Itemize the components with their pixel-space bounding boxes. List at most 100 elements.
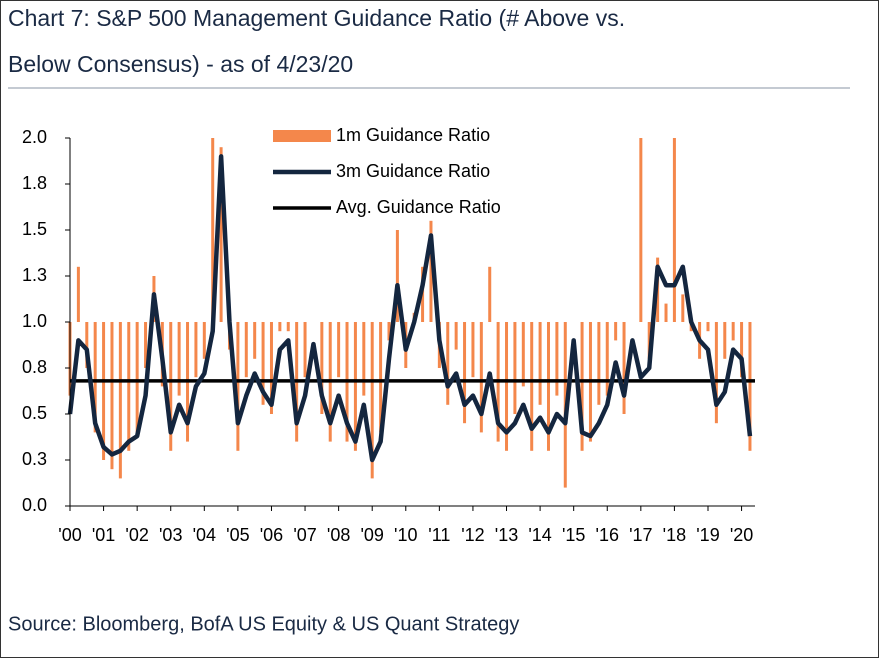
x-tick-label: '16 (596, 525, 619, 545)
bar (446, 322, 450, 405)
bar (236, 322, 240, 451)
bar (681, 294, 685, 322)
x-tick-label: '07 (293, 525, 316, 545)
y-tick-label: 0.3 (22, 449, 47, 469)
bar (85, 322, 89, 368)
x-tick-label: '08 (327, 525, 350, 545)
bar (463, 322, 467, 424)
bar (320, 322, 324, 414)
x-tick-label: '05 (226, 525, 249, 545)
bar (261, 322, 265, 405)
legend-label: 3m Guidance Ratio (336, 161, 490, 181)
bar (370, 322, 374, 479)
bar (513, 322, 517, 414)
bar (706, 322, 710, 332)
bar (303, 322, 307, 378)
y-tick-label: 0.5 (22, 403, 47, 423)
y-tick-label: 1.8 (22, 173, 47, 193)
bar (555, 322, 559, 396)
legend-label: 1m Guidance Ratio (336, 125, 490, 145)
bar (278, 322, 282, 332)
bar (93, 322, 97, 433)
y-tick-label: 0.0 (22, 495, 47, 515)
bar (202, 322, 206, 359)
bar (530, 322, 534, 451)
line (67, 154, 753, 463)
bar (639, 138, 643, 322)
bar (219, 147, 223, 322)
bar (748, 322, 752, 451)
bar (135, 322, 139, 433)
y-tick-label: 0.8 (22, 357, 47, 377)
bar (102, 322, 106, 460)
bar (337, 322, 341, 378)
bar (395, 230, 399, 322)
bar (546, 322, 550, 451)
bar (177, 322, 181, 396)
x-tick-label: '13 (495, 525, 518, 545)
bar (269, 322, 273, 414)
bar (714, 322, 718, 424)
bar (454, 322, 458, 350)
bar (194, 322, 198, 378)
x-tick-label: '14 (528, 525, 551, 545)
bar (740, 322, 744, 378)
bar (488, 266, 492, 322)
source: Source: Bloomberg, BofA US Equity & US Q… (8, 613, 519, 635)
x-tick-label: '10 (394, 525, 417, 545)
x-tick-label: '17 (629, 525, 652, 545)
bar (479, 322, 483, 433)
x-tick-label: '01 (92, 525, 115, 545)
bar (127, 322, 131, 451)
y-tick-label: 1.3 (22, 265, 47, 285)
bar (286, 322, 290, 332)
y-tick-label: 1.5 (22, 219, 47, 239)
bar (731, 322, 735, 341)
bar (244, 322, 248, 378)
bar (76, 266, 80, 322)
y-tick-label: 1.0 (22, 311, 47, 331)
bar (379, 322, 383, 433)
bar (362, 322, 366, 396)
bar (521, 322, 525, 387)
bar (144, 322, 148, 368)
y-tick-label: 2.0 (22, 127, 47, 147)
bar (471, 322, 475, 378)
bar (505, 322, 509, 451)
bar (580, 322, 584, 451)
x-tick-label: '20 (730, 525, 753, 545)
bar (118, 322, 122, 479)
bar (597, 322, 601, 405)
bar (538, 322, 542, 405)
x-tick-label: '02 (125, 525, 148, 545)
bar (672, 138, 676, 322)
legend-swatch (273, 130, 331, 142)
x-tick-label: '18 (663, 525, 686, 545)
bar (169, 322, 173, 451)
chart-title: Below Consensus) - as of 4/23/20 (8, 51, 353, 77)
x-tick-label: '12 (461, 525, 484, 545)
bar (253, 322, 257, 359)
x-tick-label: '19 (696, 525, 719, 545)
bar (429, 220, 433, 322)
x-tick-label: '09 (360, 525, 383, 545)
bar (211, 138, 215, 322)
x-tick-label: '15 (562, 525, 585, 545)
bar (647, 322, 651, 359)
bar (664, 303, 668, 322)
chart-title: Chart 7: S&P 500 Management Guidance Rat… (8, 5, 625, 31)
x-tick-label: '04 (193, 525, 216, 545)
bar (605, 322, 609, 396)
bar (622, 322, 626, 414)
bar (723, 322, 727, 359)
x-tick-label: '11 (428, 525, 450, 545)
x-tick-label: '03 (159, 525, 182, 545)
legend-label: Avg. Guidance Ratio (336, 197, 501, 217)
x-tick-label: '06 (260, 525, 283, 545)
bar (614, 322, 618, 341)
bar (387, 322, 391, 341)
bar (110, 322, 114, 470)
x-tick-label: '00 (58, 525, 81, 545)
bar (353, 322, 357, 451)
